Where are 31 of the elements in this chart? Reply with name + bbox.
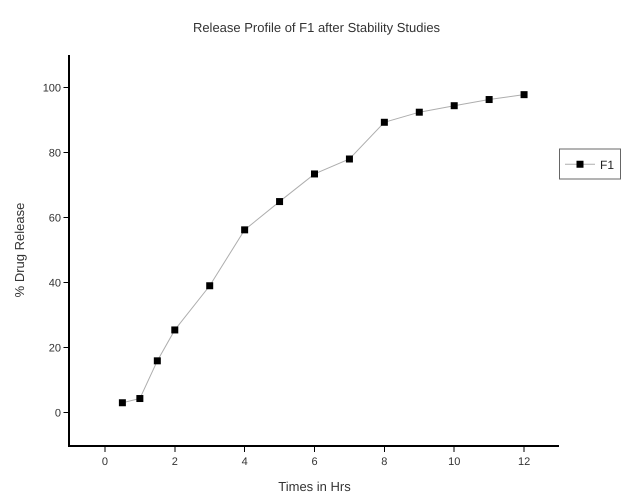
y-tick-label: 20 — [48, 342, 62, 354]
y-tick-label: 0 — [54, 407, 62, 420]
chart-title: Release Profile of F1 after Stability Studies — [192, 20, 441, 35]
x-tick-label: 4 — [242, 456, 248, 468]
y-tick-label: 60 — [48, 212, 62, 224]
y-axis-title: % Drug Release — [12, 202, 28, 298]
x-tick-label: 6 — [311, 456, 318, 468]
point — [118, 399, 126, 406]
x-tick-label: 8 — [381, 456, 388, 468]
legend-label: F1 — [600, 158, 614, 172]
point — [171, 326, 178, 334]
point — [136, 395, 144, 402]
point — [450, 102, 458, 110]
point — [206, 282, 214, 290]
x-tick-label: 0 — [102, 456, 108, 468]
point — [346, 156, 353, 162]
point — [311, 170, 318, 178]
x-tick-label: 10 — [448, 456, 460, 468]
point — [154, 357, 161, 364]
y-tick-label: 80 — [48, 147, 62, 160]
point — [276, 198, 284, 206]
y-tick-label: 100 — [42, 82, 62, 94]
point — [416, 108, 423, 116]
x-tick-label: 12 — [518, 456, 530, 468]
point — [520, 91, 528, 98]
point — [486, 96, 493, 104]
y-tick-label: 40 — [48, 277, 62, 290]
point — [241, 226, 248, 234]
point — [380, 118, 388, 126]
x-axis-title: Times in Hrs — [278, 479, 352, 494]
x-tick-label: 2 — [172, 456, 178, 468]
